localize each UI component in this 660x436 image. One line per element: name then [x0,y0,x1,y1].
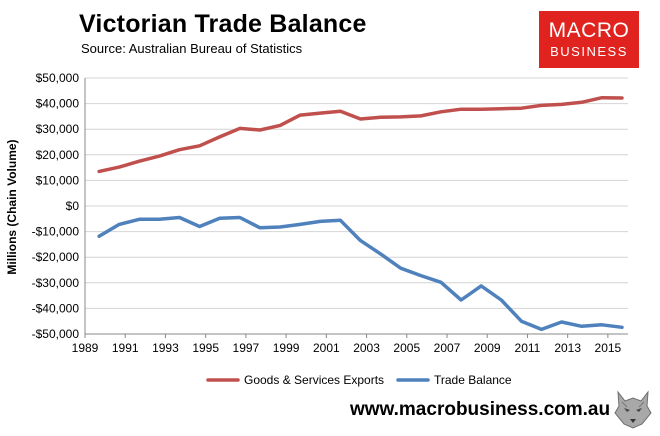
y-tick-label: $50,000 [36,71,80,85]
y-tick-label: $30,000 [36,122,80,136]
x-tick-label: 1995 [192,341,219,355]
source-note: Source: Australian Bureau of Statistics [81,41,303,56]
brand-line-macro: MACRO [548,19,630,42]
y-tick-labels: $50,000 $40,000 $30,000 $20,000 $10,000 $0 -$1… [32,71,80,341]
x-tick-label: 2015 [595,341,622,355]
legend-label: Goods & Services Exports [244,373,384,387]
x-tick-label: 1993 [152,341,179,355]
y-tick-label: -$10,000 [32,225,80,239]
brand-logo: MACRO BUSINESS [539,11,639,68]
x-tick-label: 2009 [474,341,501,355]
y-tick-label: -$40,000 [32,301,80,315]
x-tick-label: 2003 [353,341,380,355]
axes [84,78,628,338]
y-tick-label: -$20,000 [32,250,80,264]
x-tick-label: 1999 [273,341,300,355]
y-tick-label: $0 [66,199,80,213]
x-tick-label: 1989 [72,341,99,355]
x-tick-label: 1997 [233,341,260,355]
x-tick-label: 2007 [434,341,461,355]
trade-balance-series-line [97,215,624,332]
y-tick-label: -$30,000 [32,276,80,290]
y-axis-label: Millions (Chain Volume) [5,139,19,274]
x-tick-label: 2013 [554,341,581,355]
x-tick-labels: 1989 1991 1993 1995 1997 1999 2001 2003 2005 2007… [72,341,622,355]
x-tick-label: 2001 [313,341,340,355]
chart-title: Victorian Trade Balance [79,10,367,38]
x-tick-label: 2011 [515,341,541,355]
brand-line-business: BUSINESS [550,44,628,59]
y-tick-label: -$50,000 [32,327,80,341]
series-lines [97,95,624,332]
exports-series-line [97,95,624,174]
y-tick-label: $40,000 [36,97,80,111]
x-tick-label: 2005 [393,341,420,355]
x-tick-label: 1991 [112,341,139,355]
wolf-head-icon [614,390,652,429]
y-tick-label: $20,000 [36,148,80,162]
legend-label: Trade Balance [434,373,512,387]
website-url: www.macrobusiness.com.au [350,399,611,420]
legend: Goods & Services Exports Trade Balance [206,373,512,387]
y-tick-label: $10,000 [36,173,80,187]
